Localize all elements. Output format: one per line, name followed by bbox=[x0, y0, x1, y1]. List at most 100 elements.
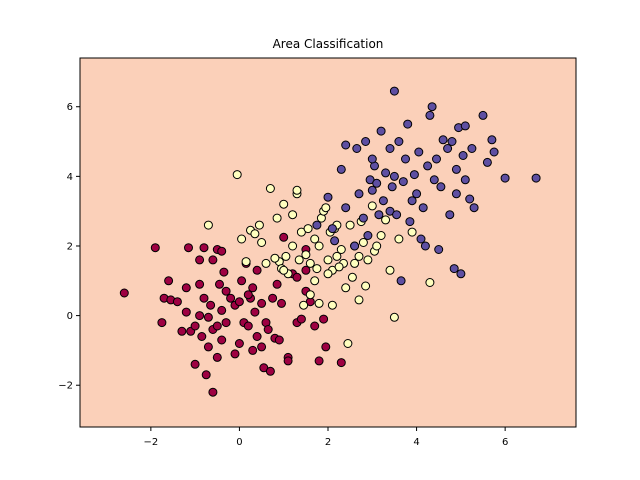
data-point bbox=[296, 314, 306, 324]
data-point bbox=[367, 185, 377, 195]
data-point bbox=[206, 300, 216, 310]
data-point bbox=[221, 318, 231, 328]
data-point bbox=[336, 164, 346, 174]
data-point bbox=[451, 164, 461, 174]
data-point bbox=[283, 356, 293, 366]
data-point bbox=[381, 215, 391, 225]
data-point bbox=[358, 238, 368, 247]
data-point bbox=[460, 175, 470, 185]
y-tick-label: 2 bbox=[67, 241, 73, 252]
data-point bbox=[332, 251, 342, 261]
data-point bbox=[467, 144, 477, 153]
data-point bbox=[184, 243, 193, 253]
data-point bbox=[418, 203, 428, 213]
data-point bbox=[323, 192, 333, 202]
data-point bbox=[401, 154, 410, 164]
data-point bbox=[277, 298, 286, 308]
data-point bbox=[347, 272, 357, 282]
data-point bbox=[292, 185, 302, 195]
data-point bbox=[341, 140, 351, 150]
x-tick-label: 2 bbox=[325, 437, 331, 448]
data-point bbox=[270, 253, 280, 263]
data-point bbox=[381, 168, 391, 178]
data-point bbox=[427, 102, 437, 112]
points-layer bbox=[119, 86, 541, 397]
data-point bbox=[376, 231, 386, 240]
data-point bbox=[217, 305, 227, 315]
data-point bbox=[252, 265, 262, 275]
data-point bbox=[254, 220, 264, 230]
data-point bbox=[407, 196, 417, 206]
data-point bbox=[226, 293, 236, 303]
data-point bbox=[232, 170, 242, 180]
data-point bbox=[292, 272, 302, 282]
data-point bbox=[250, 307, 260, 317]
y-tick-label: −2 bbox=[58, 381, 73, 392]
y-tick-label: 0 bbox=[67, 311, 73, 322]
data-point bbox=[354, 251, 364, 261]
data-point bbox=[456, 269, 466, 279]
data-point bbox=[445, 210, 455, 220]
data-point bbox=[195, 311, 205, 321]
data-point bbox=[482, 157, 492, 167]
data-point bbox=[398, 177, 408, 187]
data-point bbox=[429, 175, 439, 185]
data-point bbox=[465, 194, 475, 204]
data-point bbox=[303, 224, 313, 234]
data-point bbox=[195, 279, 205, 289]
data-point bbox=[301, 250, 311, 260]
data-point bbox=[487, 135, 497, 145]
data-point bbox=[201, 370, 211, 380]
data-point bbox=[181, 307, 191, 317]
data-point bbox=[412, 189, 422, 199]
data-point bbox=[443, 144, 453, 153]
data-point bbox=[403, 119, 413, 129]
data-point bbox=[310, 234, 320, 244]
data-point bbox=[299, 300, 309, 310]
data-point bbox=[212, 321, 222, 331]
y-tick-label: 4 bbox=[67, 172, 73, 183]
data-point bbox=[478, 110, 488, 120]
data-point bbox=[199, 293, 209, 303]
data-point bbox=[288, 210, 298, 220]
data-point bbox=[345, 220, 355, 230]
data-point bbox=[376, 126, 386, 136]
data-point bbox=[367, 154, 377, 164]
data-point bbox=[319, 314, 329, 324]
data-point bbox=[358, 213, 368, 223]
data-point bbox=[361, 137, 371, 146]
data-point bbox=[350, 258, 360, 268]
data-point bbox=[372, 178, 382, 188]
data-point bbox=[389, 171, 399, 181]
y-tick-label: 6 bbox=[67, 102, 73, 113]
plot-area bbox=[80, 58, 576, 427]
data-point bbox=[458, 151, 468, 160]
data-point bbox=[217, 246, 227, 256]
data-point bbox=[341, 203, 351, 213]
data-point bbox=[243, 321, 253, 331]
data-point bbox=[451, 189, 461, 199]
data-point bbox=[389, 312, 399, 322]
data-point bbox=[312, 220, 322, 230]
data-point bbox=[265, 366, 275, 376]
data-point bbox=[354, 295, 364, 305]
data-point bbox=[234, 339, 244, 348]
data-point bbox=[172, 297, 182, 307]
data-point bbox=[212, 352, 222, 362]
data-point bbox=[407, 227, 417, 237]
data-point bbox=[279, 265, 289, 275]
data-point bbox=[531, 173, 541, 183]
data-point bbox=[363, 231, 373, 240]
data-point bbox=[181, 283, 191, 293]
data-point bbox=[385, 144, 395, 153]
data-point bbox=[378, 196, 388, 206]
data-point bbox=[310, 276, 320, 286]
x-tick-label: 4 bbox=[413, 437, 419, 448]
x-tick-label: 6 bbox=[502, 437, 508, 448]
data-point bbox=[336, 358, 346, 368]
data-point bbox=[341, 283, 351, 293]
x-tick-label: 0 bbox=[236, 437, 242, 448]
data-point bbox=[354, 189, 364, 199]
data-point bbox=[321, 203, 331, 213]
